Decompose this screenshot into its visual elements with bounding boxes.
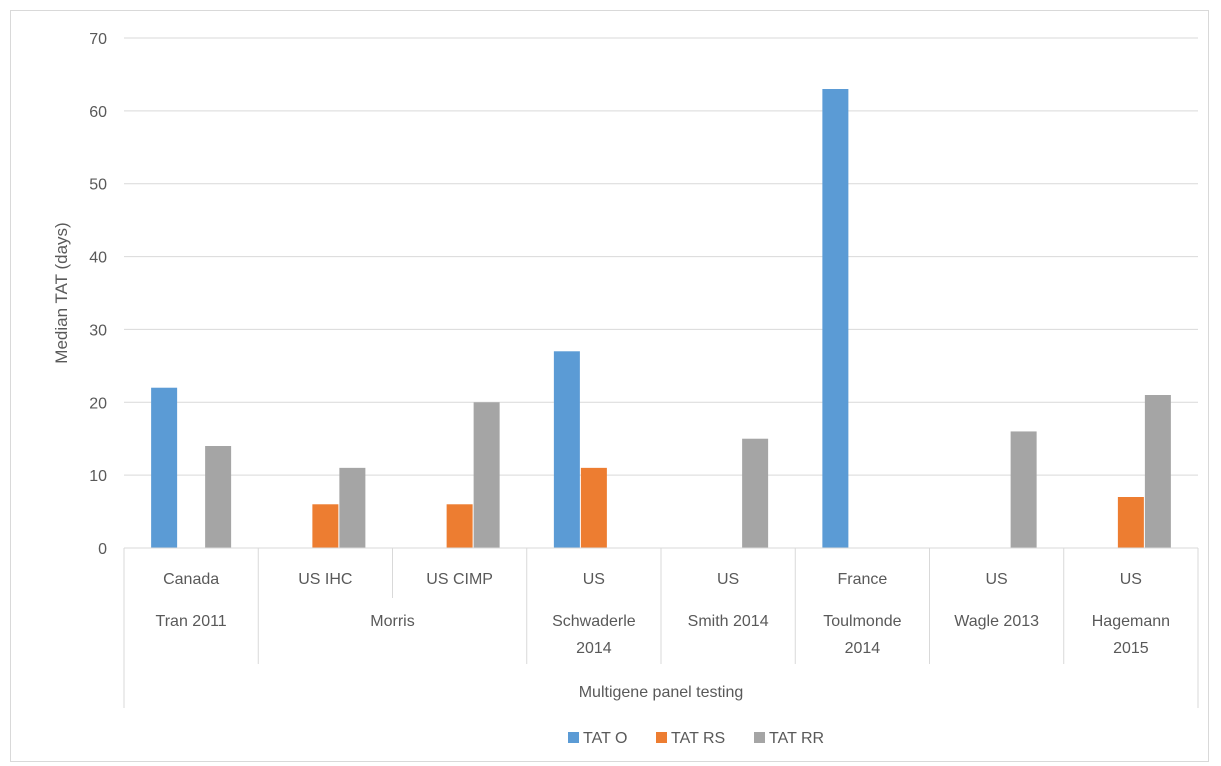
bar-tat-rr-4 <box>742 438 769 548</box>
bar-tat-rr-1 <box>339 467 366 548</box>
legend: TAT O TAT RS TAT RR <box>568 730 824 747</box>
x-group-label: Hagemann <box>1092 613 1170 630</box>
bars <box>151 89 1171 548</box>
bar-tat-rs-1 <box>312 504 339 548</box>
x-category-label: US <box>583 571 605 588</box>
bar-tat-rs-2 <box>446 504 473 548</box>
bar-tat-rr-2 <box>473 402 500 548</box>
bar-tat-rr-7 <box>1144 395 1171 548</box>
bar-tat-rr-0 <box>205 446 232 548</box>
x-group-label: Tran 2011 <box>156 613 227 630</box>
y-tick-label: 70 <box>89 31 107 48</box>
y-axis-label: Median TAT (days) <box>52 222 71 363</box>
x-group-label: 2015 <box>1113 640 1149 657</box>
chart-frame <box>10 10 1209 762</box>
y-tick-label: 40 <box>89 250 107 267</box>
bar-tat-o-0 <box>151 387 178 548</box>
y-tick-label: 20 <box>89 395 107 412</box>
legend-swatch <box>568 732 579 743</box>
legend-label: TAT RS <box>671 730 725 747</box>
x-group-label: Wagle 2013 <box>954 613 1039 630</box>
x-group-label: Toulmonde <box>823 613 901 630</box>
y-tick-label: 50 <box>89 177 107 194</box>
x-group-label: 2014 <box>576 640 612 657</box>
x-group-label: Schwaderle <box>552 613 636 630</box>
x-group-label: Smith 2014 <box>688 613 769 630</box>
y-tick-label: 30 <box>89 322 107 339</box>
bar-tat-o-5 <box>822 89 849 548</box>
legend-label: TAT RR <box>769 730 824 747</box>
x-category-label: US <box>717 571 739 588</box>
bar-tat-o-3 <box>553 351 580 548</box>
x-category-label: Canada <box>163 571 219 588</box>
y-tick-label: 0 <box>98 541 107 558</box>
x-category-label: US CIMP <box>426 571 493 588</box>
legend-label: TAT O <box>583 730 627 747</box>
x-category-label: US <box>1120 571 1142 588</box>
y-tick-label: 10 <box>89 468 107 485</box>
legend-swatch <box>656 732 667 743</box>
bar-tat-rs-7 <box>1117 497 1144 548</box>
x-axis: Canada US IHC US CIMP US US France US US Tran 20… <box>123 547 1199 708</box>
x-category-label: France <box>837 571 887 588</box>
y-tick-label: 60 <box>89 104 107 121</box>
x-group-label: Morris <box>370 613 414 630</box>
bar-tat-rs-3 <box>580 467 607 548</box>
bar-tat-rr-6 <box>1010 431 1037 548</box>
x-group-label: 2014 <box>845 640 881 657</box>
legend-swatch <box>754 732 765 743</box>
gridlines <box>124 37 1198 476</box>
x-category-label: US <box>986 571 1008 588</box>
x-category-label: US IHC <box>298 571 352 588</box>
x-supergroup-label: Multigene panel testing <box>579 684 744 701</box>
y-axis-ticks: 0 10 20 30 40 50 60 70 <box>89 31 107 558</box>
